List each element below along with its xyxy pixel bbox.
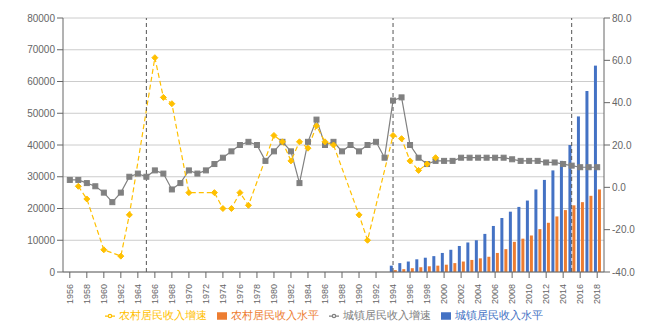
svg-text:1992: 1992 xyxy=(371,284,381,304)
html-text:农村居民收入水平: 农村居民收入水平 xyxy=(230,309,319,321)
svg-text:50000: 50000 xyxy=(27,108,55,119)
svg-text:30000: 30000 xyxy=(27,171,55,182)
svg-text:1998: 1998 xyxy=(422,284,432,304)
svg-text:1996: 1996 xyxy=(405,284,415,304)
svg-text:2012: 2012 xyxy=(541,284,551,304)
svg-text:2016: 2016 xyxy=(575,284,585,304)
svg-text:2010: 2010 xyxy=(524,284,534,304)
svg-text:1964: 1964 xyxy=(133,284,143,304)
svg-text:2006: 2006 xyxy=(490,284,500,304)
svg-text:1990: 1990 xyxy=(354,284,364,304)
html-text:农村居民收入增速: 农村居民收入增速 xyxy=(118,309,207,321)
svg-text:1988: 1988 xyxy=(337,284,347,304)
svg-text:2018: 2018 xyxy=(592,284,602,304)
svg-text:2014: 2014 xyxy=(558,284,568,304)
svg-text:60000: 60000 xyxy=(27,76,55,87)
svg-text:70000: 70000 xyxy=(27,44,55,55)
svg-text:10000: 10000 xyxy=(27,235,55,246)
svg-text:1956: 1956 xyxy=(65,284,75,304)
svg-text:1984: 1984 xyxy=(303,284,313,304)
svg-text:1960: 1960 xyxy=(99,284,109,304)
svg-text:2002: 2002 xyxy=(456,284,466,304)
svg-text:-40.0: -40.0 xyxy=(612,267,635,278)
svg-text:1974: 1974 xyxy=(218,284,228,304)
svg-text:1958: 1958 xyxy=(82,284,92,304)
svg-text:1976: 1976 xyxy=(235,284,245,304)
html-text:城镇居民收入增速: 城镇居民收入增速 xyxy=(342,309,431,321)
svg-text:20000: 20000 xyxy=(27,203,55,214)
svg-text:1982: 1982 xyxy=(286,284,296,304)
svg-text:1962: 1962 xyxy=(116,284,126,304)
svg-text:1986: 1986 xyxy=(320,284,330,304)
svg-text:1978: 1978 xyxy=(252,284,262,304)
svg-text:1994: 1994 xyxy=(388,284,398,304)
svg-text:0: 0 xyxy=(49,267,55,278)
svg-text:1970: 1970 xyxy=(184,284,194,304)
svg-text:20.0: 20.0 xyxy=(612,140,632,151)
svg-text:80000: 80000 xyxy=(27,13,55,24)
svg-text:40000: 40000 xyxy=(27,140,55,151)
svg-text:1980: 1980 xyxy=(269,284,279,304)
svg-text:40.0: 40.0 xyxy=(612,97,632,108)
svg-text:2000: 2000 xyxy=(439,284,449,304)
svg-text:1968: 1968 xyxy=(167,284,177,304)
svg-text:2008: 2008 xyxy=(507,284,517,304)
svg-text:2004: 2004 xyxy=(473,284,483,304)
svg-text:1972: 1972 xyxy=(201,284,211,304)
svg-text:80.0: 80.0 xyxy=(612,13,632,24)
svg-text:0.0: 0.0 xyxy=(612,182,626,193)
svg-text:1966: 1966 xyxy=(150,284,160,304)
svg-text:60.0: 60.0 xyxy=(612,55,632,66)
svg-text:-20.0: -20.0 xyxy=(612,224,635,235)
html-text:城镇居民收入水平: 城镇居民收入水平 xyxy=(454,309,543,321)
